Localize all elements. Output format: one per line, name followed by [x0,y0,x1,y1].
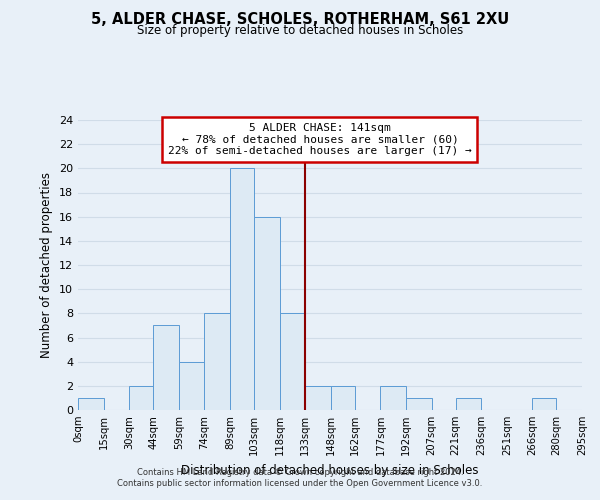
Y-axis label: Number of detached properties: Number of detached properties [40,172,53,358]
Bar [78,398,104,410]
Bar [230,168,254,410]
Bar [205,314,230,410]
Bar [153,326,179,410]
Bar [406,398,431,410]
Text: 5 ALDER CHASE: 141sqm
← 78% of detached houses are smaller (60)
22% of semi-deta: 5 ALDER CHASE: 141sqm ← 78% of detached … [168,123,472,156]
Bar [532,398,556,410]
Bar [129,386,153,410]
Text: 5, ALDER CHASE, SCHOLES, ROTHERHAM, S61 2XU: 5, ALDER CHASE, SCHOLES, ROTHERHAM, S61 … [91,12,509,28]
Bar [305,386,331,410]
Bar [254,216,280,410]
Bar [380,386,406,410]
Bar [455,398,481,410]
X-axis label: Distribution of detached houses by size in Scholes: Distribution of detached houses by size … [181,464,479,476]
Bar [280,314,305,410]
Bar [179,362,205,410]
Bar [331,386,355,410]
Text: Contains HM Land Registry data © Crown copyright and database right 2024.
Contai: Contains HM Land Registry data © Crown c… [118,468,482,487]
Text: Size of property relative to detached houses in Scholes: Size of property relative to detached ho… [137,24,463,37]
